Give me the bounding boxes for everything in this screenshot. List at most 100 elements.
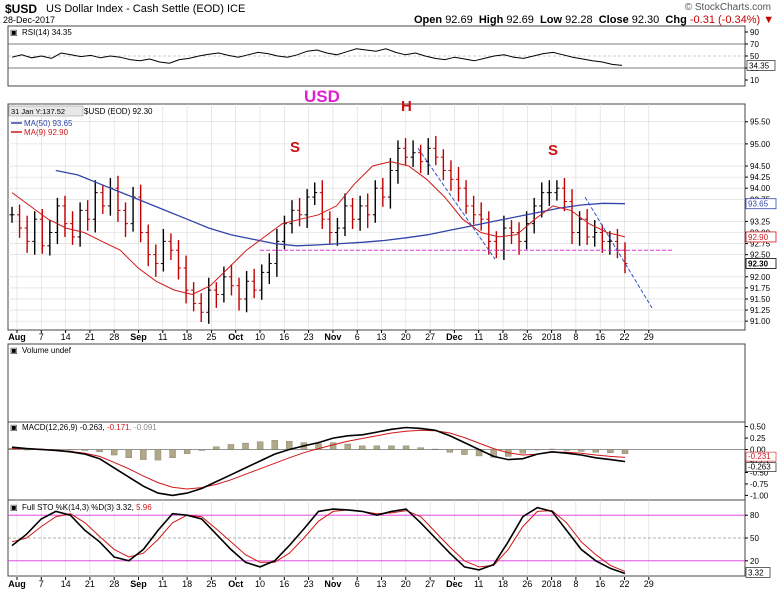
macd-tag: -0.263 (748, 463, 771, 472)
chg-value: -0.31 (-0.34%) (689, 14, 761, 26)
rsi-title: RSI(14) 34.35 (22, 28, 72, 37)
sto-tick-label: 80 (750, 511, 759, 520)
price-x-label: 28 (109, 332, 119, 342)
sto-x-label: Aug (8, 579, 26, 589)
sto-x-label: 11 (158, 579, 167, 589)
price-x-label: 26 (522, 332, 532, 342)
macd-histogram-bar (490, 449, 497, 458)
macd-histogram-bar (563, 449, 570, 451)
sto-tick-label: 20 (750, 557, 759, 566)
head-annotation: H (401, 98, 412, 115)
trendline-2 (584, 196, 653, 309)
macd-histogram-bar (315, 443, 322, 450)
ma9-line (11, 161, 626, 296)
sto-x-label: 10 (255, 579, 265, 589)
sto-toggle-icon: ▣ (10, 503, 18, 512)
price-x-label: 22 (619, 332, 629, 342)
sto-x-label: 16 (279, 579, 289, 589)
left-shoulder-annotation: S (290, 139, 300, 156)
sto-x-label: 23 (304, 579, 314, 589)
macd-histogram-bar (417, 447, 424, 450)
price-x-label: 27 (425, 332, 435, 342)
price-tag-box (745, 258, 777, 269)
price-tick-label: 91.75 (750, 284, 771, 293)
high-label: High (478, 14, 504, 26)
instrument-description: US Dollar Index - Cash Settle (EOD) (46, 3, 224, 15)
macd-histogram-bar (534, 449, 541, 451)
price-x-label: 20 (401, 332, 411, 342)
sto-d-value: 5.96 (136, 503, 152, 512)
sto-x-label: 26 (522, 579, 532, 589)
down-arrow-icon: ▼ (763, 14, 775, 26)
price-tick-label: 91.25 (750, 306, 771, 315)
price-x-label: 13 (376, 332, 386, 342)
sto-x-label: 16 (595, 579, 605, 589)
price-x-label: 18 (182, 332, 192, 342)
sto-x-label: 18 (182, 579, 192, 589)
volume-toggle-icon: ▣ (10, 346, 18, 355)
macd-tick-label: -0.75 (750, 480, 769, 489)
sto-k-value: 3.32, (116, 503, 136, 512)
price-tick-label: 94.50 (750, 162, 771, 171)
macd-histogram-bar (125, 449, 132, 458)
legend-ma9: MA(9) 92.90 (24, 128, 69, 137)
open-label: Open (414, 14, 443, 26)
macd-histogram-bar (344, 443, 351, 450)
rsi-toggle-icon: ▣ (10, 28, 18, 37)
macd-panel (7, 421, 746, 501)
macd-histogram-bar (96, 449, 103, 453)
open-value: 92.69 (445, 14, 473, 26)
rsi-tick-label: 90 (750, 28, 759, 37)
macd-histogram-bar (183, 449, 191, 454)
sto-x-label: 18 (498, 579, 508, 589)
watermark[interactable]: © StockCharts.com (684, 2, 771, 13)
price-x-label: 11 (474, 332, 483, 342)
macd-histogram-bar (140, 449, 147, 460)
macd-signal-value: -0.171 (107, 423, 130, 432)
usd-annotation: USD (304, 87, 340, 106)
price-x-label: 16 (595, 332, 605, 342)
macd-hist-value: , -0.091 (130, 423, 158, 432)
macd-histogram-bar (329, 442, 337, 450)
price-x-label: 2018 (542, 332, 562, 342)
macd-tick-label: 0.00 (750, 446, 766, 455)
price-x-label: 29 (644, 332, 654, 342)
crosshair-box (8, 105, 84, 117)
macd-histogram-bar (23, 449, 30, 451)
price-tick-label: 92.75 (750, 240, 771, 249)
macd-histogram-bar (271, 440, 278, 450)
symbol[interactable]: $USD (5, 2, 38, 16)
price-tag: 93.65 (748, 200, 769, 209)
sto-x-label: 13 (376, 579, 386, 589)
volume-panel (7, 343, 746, 423)
exchange: ICE (226, 3, 246, 15)
sto-x-label: Sep (130, 579, 147, 589)
macd-line (11, 426, 626, 497)
price-x-label: Nov (324, 332, 341, 342)
macd-histogram-bar (519, 449, 527, 454)
sto-x-label: 28 (109, 579, 119, 589)
macd-histogram-bar (359, 445, 366, 450)
sto-k-line (11, 506, 626, 575)
crosshair-readout: 31 Jan Y:137.52 (11, 107, 65, 116)
price-x-label: 25 (206, 332, 216, 342)
macd-tag: -0.231 (748, 452, 771, 461)
sto-x-label: 22 (619, 579, 629, 589)
price-tick-label: 91.00 (750, 317, 771, 326)
sto-x-label: 20 (401, 579, 411, 589)
rsi-tick-label: 50 (750, 52, 759, 61)
macd-histogram-bar (198, 449, 205, 451)
sto-x-label: Dec (446, 579, 463, 589)
price-panel (7, 103, 746, 331)
macd-tick-label: -0.50 (750, 468, 769, 477)
macd-histogram-bar (402, 445, 410, 450)
price-tag-box (745, 198, 777, 210)
price-tick-label: 95.50 (750, 118, 771, 127)
macd-histogram-bar (373, 445, 381, 450)
volume-title: Volume undef (22, 346, 72, 355)
price-x-label: 18 (498, 332, 508, 342)
macd-histogram-bar (388, 445, 395, 450)
chart-date: 28-Dec-2017 (3, 15, 56, 25)
macd-histogram-bar (256, 441, 264, 450)
